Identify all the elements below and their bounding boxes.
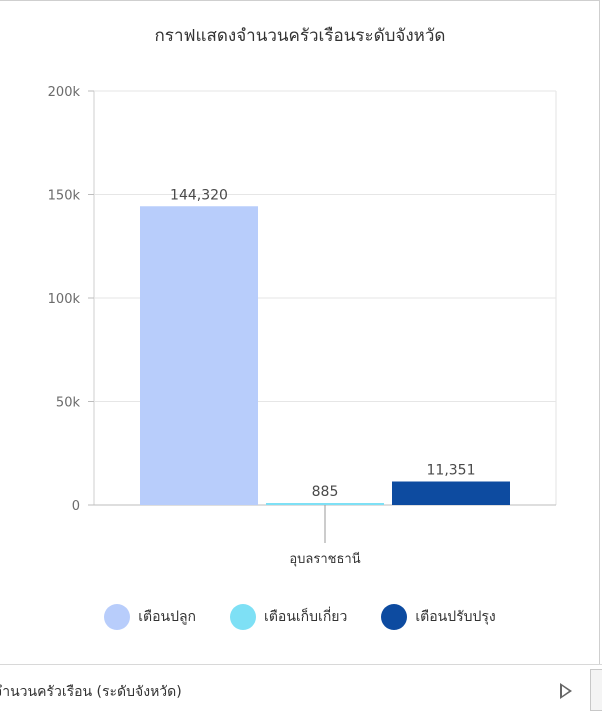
legend-item[interactable]: เตือนปลูก <box>104 604 196 630</box>
data-label: 11,351 <box>427 463 476 479</box>
legend-label: เตือนปรับปรุง <box>415 609 496 625</box>
chart-legend: เตือนปลูก เตือนเก็บเกี่ยว เตือนปรับปรุง <box>0 604 600 630</box>
legend-swatch-icon <box>381 604 408 630</box>
legend-label: เตือนเก็บเกี่ยว <box>264 609 348 625</box>
data-label: 144,320 <box>170 187 228 203</box>
chart-title: กราฟแสดงจำนวนครัวเรือนระดับจังหวัด <box>154 26 446 46</box>
chart-panel <box>0 0 600 664</box>
y-tick-label: 0 <box>72 499 80 514</box>
play-icon[interactable] <box>560 683 572 699</box>
bar <box>392 481 510 505</box>
legend-item[interactable]: เตือนเก็บเกี่ยว <box>230 604 347 630</box>
bar <box>140 206 258 505</box>
y-tick-label: 100k <box>48 292 81 307</box>
y-tick-label: 150k <box>48 189 81 204</box>
legend-swatch-icon <box>104 604 131 630</box>
bar <box>266 503 384 505</box>
scrollbar[interactable] <box>590 669 602 711</box>
legend-label: เตือนปลูก <box>138 609 197 625</box>
y-tick-label: 200k <box>48 85 81 100</box>
legend-item[interactable]: เตือนปรับปรุง <box>381 604 496 630</box>
bar-chart: 0 50k 100k 150k 200k 144,320 885 11,351 อุบลราช… <box>48 85 557 567</box>
footer-label: จำนวนครัวเรือน (ระดับจังหวัด) <box>0 684 182 700</box>
y-tick-label: 50k <box>56 396 81 411</box>
data-label: 885 <box>312 484 339 500</box>
x-tick-label: อุบลราชธานี <box>289 551 360 567</box>
legend-swatch-icon <box>230 604 257 630</box>
footer-bar: จำนวนครัวเรือน (ระดับจังหวัด) <box>0 664 602 715</box>
